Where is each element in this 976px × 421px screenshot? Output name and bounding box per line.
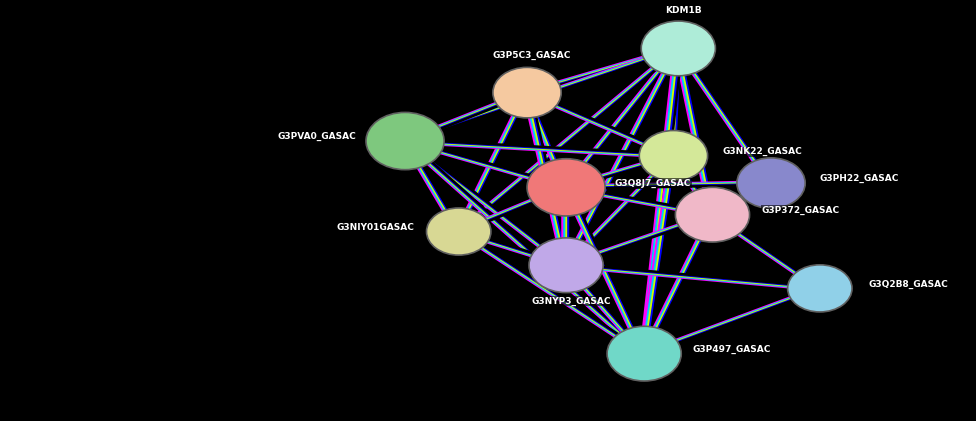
Text: G3NYP3_GASAC: G3NYP3_GASAC [531,297,611,306]
Ellipse shape [641,21,715,76]
Ellipse shape [788,265,852,312]
Text: KDM1B: KDM1B [665,6,702,15]
Ellipse shape [493,67,561,118]
Text: G3PVA0_GASAC: G3PVA0_GASAC [277,132,356,141]
Ellipse shape [639,131,708,181]
Text: G3P497_GASAC: G3P497_GASAC [693,345,771,354]
Text: G3P372_GASAC: G3P372_GASAC [761,206,839,215]
Text: G3PH22_GASAC: G3PH22_GASAC [820,174,899,184]
Text: G3Q8J7_GASAC: G3Q8J7_GASAC [615,179,691,188]
Ellipse shape [607,326,681,381]
Text: G3NK22_GASAC: G3NK22_GASAC [722,147,802,156]
Ellipse shape [427,208,491,255]
Ellipse shape [675,187,750,242]
Ellipse shape [527,159,605,216]
Text: G3Q2B8_GASAC: G3Q2B8_GASAC [869,280,949,289]
Text: G3P5C3_GASAC: G3P5C3_GASAC [493,51,571,60]
Ellipse shape [737,158,805,208]
Ellipse shape [366,112,444,170]
Text: G3NIY01GASAC: G3NIY01GASAC [337,223,415,232]
Ellipse shape [529,238,603,293]
